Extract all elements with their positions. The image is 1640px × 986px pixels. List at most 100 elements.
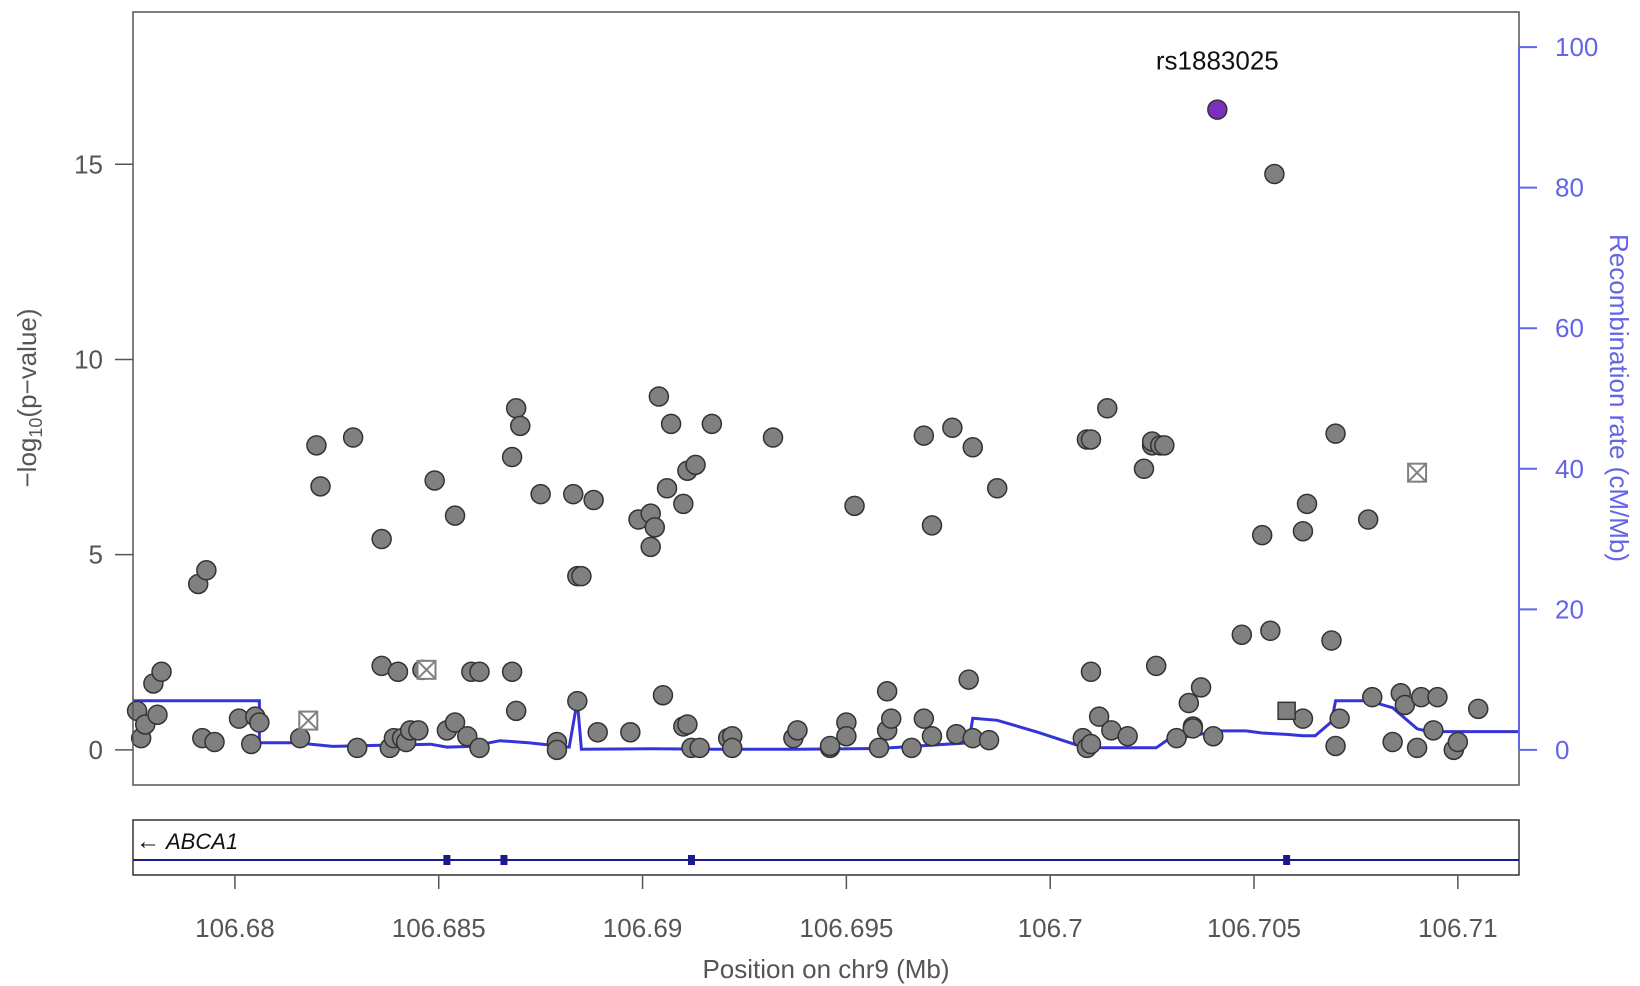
snp-point — [1166, 727, 1187, 749]
snp-point — [1325, 735, 1346, 757]
snp-point — [1117, 725, 1138, 747]
snp-point — [408, 720, 429, 741]
snp-point — [1423, 720, 1444, 741]
recombination-rate-layer — [133, 699, 1519, 751]
snp-point — [469, 661, 490, 683]
snp-point — [1325, 423, 1346, 444]
snp-point — [1088, 706, 1110, 727]
snp-point — [1154, 435, 1175, 456]
snp-point — [689, 737, 710, 759]
snp-point — [1145, 655, 1167, 677]
gene-exon — [443, 855, 451, 865]
snp-point — [942, 417, 963, 439]
snp-square-point — [1277, 701, 1296, 721]
snp-point — [721, 737, 743, 759]
snp-point — [868, 737, 890, 759]
snp-point — [876, 681, 898, 702]
snp-crossed-square-point — [298, 710, 319, 731]
snp-point — [342, 427, 364, 448]
snp-point — [424, 470, 445, 491]
gene-exon — [1283, 855, 1291, 865]
snp-point — [546, 739, 568, 761]
gene-track: ← ABCA1 — [132, 819, 1520, 876]
snp-point — [836, 725, 857, 747]
crossed-square-diagonal — [416, 660, 437, 680]
snp-point — [648, 386, 670, 407]
snp-point — [530, 483, 551, 505]
right-y-axis: 0 20 40 60 80 100 — [1518, 32, 1598, 765]
snp-point — [921, 725, 943, 747]
snp-point — [913, 425, 935, 446]
snp-point — [1264, 163, 1285, 185]
x-tick-label: 106.705 — [1207, 913, 1301, 943]
x-tick-label: 106.69 — [603, 913, 683, 943]
snp-point — [1382, 731, 1403, 753]
snp-point — [844, 495, 865, 517]
right-y-tick-label: 80 — [1555, 173, 1584, 203]
snp-point — [1260, 620, 1281, 642]
snp-point — [505, 700, 527, 722]
snp-point — [1190, 677, 1212, 698]
left-y-axis: 0 5 10 15 — [74, 149, 133, 765]
snp-point — [660, 413, 682, 435]
snp-point — [444, 505, 466, 526]
x-tick-label: 106.7 — [1018, 913, 1083, 943]
snp-point — [501, 446, 523, 468]
snp-point — [289, 727, 311, 749]
snp-point — [1292, 708, 1314, 729]
snp-points-layer — [126, 99, 1489, 761]
right-y-tick-label: 40 — [1555, 454, 1584, 484]
snp-point — [978, 729, 1000, 751]
gene-exons — [443, 855, 1291, 865]
left-y-tick-label: 0 — [89, 735, 103, 765]
snp-point — [1467, 698, 1489, 720]
snp-point — [986, 478, 1008, 499]
snp-point — [563, 483, 584, 505]
x-tick-label: 106.68 — [195, 913, 275, 943]
lead-snp-label: rs1883025 — [1156, 46, 1279, 76]
snp-point — [371, 528, 392, 550]
snp-point — [240, 733, 262, 755]
snp-point — [819, 735, 841, 757]
snp-point — [1394, 694, 1416, 716]
snp-point — [685, 454, 706, 476]
snp-point — [1296, 493, 1318, 515]
right-y-tick-label: 20 — [1555, 594, 1584, 624]
snp-point — [673, 493, 694, 515]
snp-point — [652, 684, 674, 706]
snp-point — [1231, 624, 1253, 645]
snp-point — [1357, 509, 1379, 530]
main-panel — [126, 11, 1520, 786]
gene-exon — [687, 855, 695, 865]
x-tick-label: 106.685 — [392, 913, 486, 943]
snp-point — [444, 712, 466, 733]
snp-point — [962, 437, 984, 458]
snp-point — [901, 737, 922, 759]
snp-point — [1133, 458, 1155, 480]
snp-point — [620, 722, 641, 743]
snp-point — [1427, 686, 1448, 708]
right-y-tick-label: 0 — [1555, 735, 1569, 765]
snp-point — [1329, 708, 1350, 729]
snp-point — [644, 517, 666, 538]
snp-point — [656, 478, 678, 499]
snp-point — [1203, 725, 1224, 747]
snp-point — [204, 731, 225, 753]
snp-point — [346, 737, 368, 759]
snp-point — [958, 669, 979, 690]
x-axis-label: Position on chr9 (Mb) — [702, 954, 949, 984]
snp-point — [1080, 429, 1102, 450]
gene-direction-arrow: ← — [136, 828, 160, 855]
x-tick-label: 106.695 — [799, 913, 893, 943]
snp-point — [921, 515, 943, 536]
snp-point — [640, 536, 661, 558]
snp-point — [249, 712, 270, 733]
snp-point — [677, 714, 698, 735]
snp-point — [1097, 398, 1118, 419]
snp-point — [1447, 731, 1469, 753]
snp-point — [571, 565, 592, 587]
snp-point — [147, 704, 168, 725]
snp-point — [880, 708, 902, 729]
snp-point — [1080, 733, 1102, 755]
snp-point — [787, 720, 808, 741]
